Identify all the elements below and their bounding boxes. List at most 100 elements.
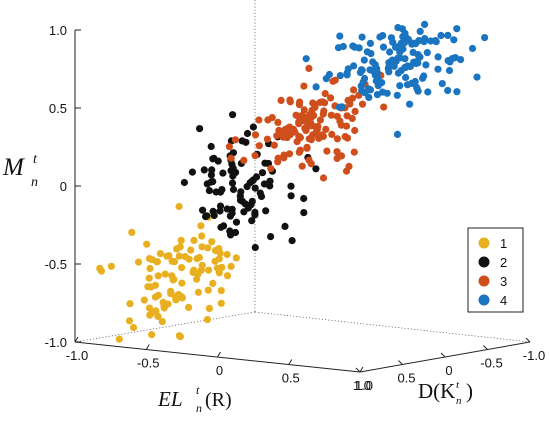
data-point [212, 188, 220, 196]
data-point [421, 20, 429, 28]
z-axis-label-sub: n [31, 175, 38, 190]
data-point [223, 250, 231, 259]
data-point [158, 318, 166, 326]
data-point [256, 189, 264, 197]
tick-group: 1.00.50-0.5-1.0-1.0 -0.5 0 0.5 1.01.0 0.5 0 -0.… [45, 23, 546, 393]
data-point [204, 286, 212, 294]
z-tick-label: -0.5 [45, 257, 67, 272]
data-point [453, 88, 461, 96]
data-point [277, 96, 285, 104]
data-point [366, 66, 374, 74]
data-point [153, 258, 161, 266]
data-point [209, 207, 217, 215]
legend-marker [478, 294, 490, 306]
data-point [154, 272, 162, 280]
data-point [393, 130, 402, 138]
data-point [241, 200, 249, 208]
data-point [260, 180, 268, 188]
data-point [227, 262, 235, 270]
data-point [207, 142, 215, 151]
data-point [240, 156, 248, 164]
y-tick-label: -0.5 [480, 356, 502, 371]
data-point [342, 122, 351, 130]
data-point [358, 100, 367, 108]
y-tick-mark [398, 360, 403, 365]
data-point [295, 101, 303, 109]
legend-marker [478, 256, 490, 268]
data-point [162, 301, 170, 309]
points-group [96, 20, 489, 343]
data-point [196, 125, 204, 133]
data-point [336, 72, 344, 80]
data-point [237, 188, 245, 196]
legend-label: 2 [500, 255, 507, 270]
data-point [134, 258, 143, 266]
data-point [305, 156, 313, 164]
data-point [247, 201, 255, 209]
data-point [190, 236, 198, 244]
data-point [310, 111, 318, 120]
data-point [286, 96, 294, 104]
data-point [438, 80, 446, 88]
data-point [205, 187, 213, 195]
series-1 [96, 202, 240, 343]
data-point [287, 182, 295, 190]
data-point [337, 152, 346, 160]
data-point [341, 133, 349, 141]
data-point [181, 253, 189, 261]
data-point [267, 165, 275, 173]
data-point [468, 44, 477, 53]
data-point [361, 74, 369, 83]
data-point [281, 126, 289, 134]
data-point [321, 90, 329, 98]
data-point [146, 311, 154, 319]
data-point [187, 246, 195, 254]
data-point [198, 243, 206, 251]
data-point [437, 31, 445, 40]
data-point [335, 103, 344, 111]
data-point [140, 296, 148, 304]
data-point [173, 291, 182, 299]
data-point [331, 76, 339, 84]
data-point [270, 141, 278, 149]
data-point [238, 137, 246, 145]
data-point [232, 254, 240, 262]
data-point [251, 131, 260, 139]
data-point [258, 169, 267, 177]
data-point [204, 244, 212, 252]
x-axis-label-sub: n [196, 401, 202, 415]
legend-label: 1 [500, 236, 507, 251]
data-point [251, 184, 259, 192]
data-point [167, 290, 175, 298]
data-point [473, 73, 481, 81]
data-point [345, 162, 353, 170]
data-point [289, 125, 298, 133]
data-point [413, 83, 421, 91]
data-point [312, 123, 320, 131]
data-point [420, 38, 428, 46]
data-point [203, 212, 211, 220]
data-point [323, 147, 331, 155]
data-point [351, 126, 359, 135]
data-point [300, 106, 308, 114]
data-point [209, 279, 217, 287]
data-point [175, 202, 183, 211]
data-point [205, 304, 213, 312]
data-point [126, 300, 134, 308]
data-point [217, 299, 225, 307]
data-point [231, 136, 239, 144]
x-axis-label-tail: (R) [205, 389, 232, 411]
data-point [302, 55, 310, 63]
data-point [349, 42, 357, 50]
x-tick-label: 1.0 [353, 378, 371, 393]
data-point [348, 114, 356, 123]
data-point [214, 157, 222, 165]
data-point [175, 252, 183, 260]
data-point [444, 86, 452, 95]
data-point [229, 185, 238, 194]
data-point [316, 116, 324, 124]
data-point [312, 165, 320, 173]
y-tick-mark [525, 337, 531, 343]
data-point [403, 81, 412, 89]
